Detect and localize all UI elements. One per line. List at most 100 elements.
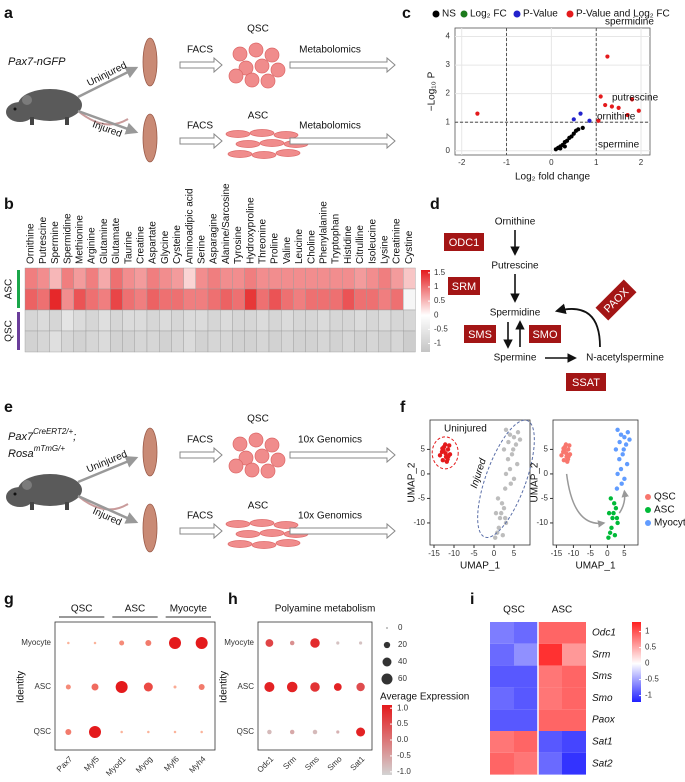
heatmap-cell (354, 288, 367, 311)
point (558, 146, 563, 151)
trajectory-arrow (565, 473, 606, 528)
arrow (77, 66, 139, 99)
cell (270, 62, 286, 78)
point (587, 118, 592, 123)
point (625, 430, 630, 435)
cell (273, 131, 299, 139)
point (511, 434, 517, 440)
plot-frame (552, 419, 639, 546)
heatmap-cell (317, 267, 331, 290)
muscle (142, 503, 158, 553)
chart-title: Polyamine metabolism (275, 604, 376, 615)
heatmap-cell (403, 267, 416, 290)
cell (225, 520, 251, 528)
colorbar-label: 0 (645, 659, 650, 668)
heatmap-cell (207, 267, 221, 290)
panel-label: d (430, 196, 440, 213)
heatmap-cell (37, 288, 50, 311)
y-tick-label: -10 (536, 518, 548, 527)
point (611, 510, 616, 516)
strain-label: Pax7CreERT2/+; (8, 427, 76, 443)
heatmap-cell (329, 330, 343, 353)
dot (143, 682, 153, 692)
y-axis-label: Identity (16, 671, 27, 703)
heatmap-cell (514, 687, 538, 710)
dot (312, 729, 318, 735)
point (607, 530, 613, 535)
heatmap-cell (403, 288, 416, 311)
column-label: Citrulline (355, 225, 366, 264)
colorbar-label: 0.5 (434, 296, 446, 305)
cell (264, 47, 280, 63)
colorbar-label: -0.5 (434, 324, 448, 333)
cluster-outline (431, 436, 459, 470)
heatmap-cell (390, 330, 404, 353)
point (623, 442, 629, 447)
dot (147, 730, 150, 734)
heatmap-cell (61, 267, 74, 290)
point (580, 125, 585, 130)
cluster-outline (477, 419, 535, 538)
heatmap-cell (390, 267, 404, 290)
gene-label: Myf5 (82, 754, 101, 773)
heatmap-cell (256, 267, 270, 290)
mouse-leg (65, 502, 69, 510)
gene-label: Sms (592, 671, 612, 682)
size-legend-label: 20 (398, 640, 407, 649)
heatmap-cell (195, 309, 209, 332)
heatmap-cell (24, 309, 38, 332)
column-label: ASC (552, 605, 573, 616)
point (440, 457, 445, 463)
point (613, 447, 619, 452)
heatmap-cell (85, 309, 99, 332)
heatmap-cell (97, 309, 111, 332)
heatmap-cell (110, 288, 123, 311)
heatmap-cell (158, 267, 172, 290)
cell (238, 60, 254, 76)
heatmap-cell (171, 288, 184, 311)
point (503, 486, 508, 491)
gene-label: Myf6 (162, 754, 181, 773)
dot (267, 729, 272, 735)
point (517, 437, 523, 442)
heatmap-cell (134, 330, 148, 353)
dot (310, 682, 320, 692)
colorbar (382, 705, 392, 775)
heatmap-cell (61, 330, 74, 353)
hollow-arrow (289, 446, 396, 464)
cell (228, 458, 244, 474)
heatmap-cell (122, 288, 135, 311)
point (603, 102, 608, 108)
heatmap-cell (110, 309, 123, 332)
column-label: Methionine (75, 215, 86, 264)
point (569, 134, 574, 139)
gene-label: Paox (592, 715, 616, 726)
column-label: Leucine (294, 229, 305, 264)
heatmap-cell (110, 330, 123, 353)
gene-label: Sms (303, 755, 321, 773)
column-label: Ornithine (26, 223, 37, 264)
column-label: Hydroxyproline (245, 197, 256, 264)
enzyme-box (529, 325, 561, 343)
panel-label: a (4, 5, 13, 22)
heatmap-cell (390, 288, 404, 311)
dot (173, 685, 177, 689)
gene-label: Sat1 (592, 737, 613, 748)
heatmap-cell (49, 288, 62, 311)
colorbar-label: 0.5 (645, 643, 657, 652)
hollow-arrow (179, 56, 223, 74)
cell (259, 529, 285, 537)
point (624, 461, 630, 467)
y-tick-label: 0 (544, 469, 549, 478)
heatmap-cell (317, 330, 331, 353)
point (609, 525, 614, 531)
heatmap-cell (538, 709, 562, 731)
arrow (77, 494, 139, 524)
heatmap-cell (61, 309, 74, 332)
heatmap-cell (329, 267, 343, 290)
heatmap-cell (122, 330, 135, 353)
cluster-label: Uninjured (444, 424, 487, 435)
point (511, 447, 516, 452)
point (503, 471, 509, 477)
mouse-tail (77, 110, 129, 126)
